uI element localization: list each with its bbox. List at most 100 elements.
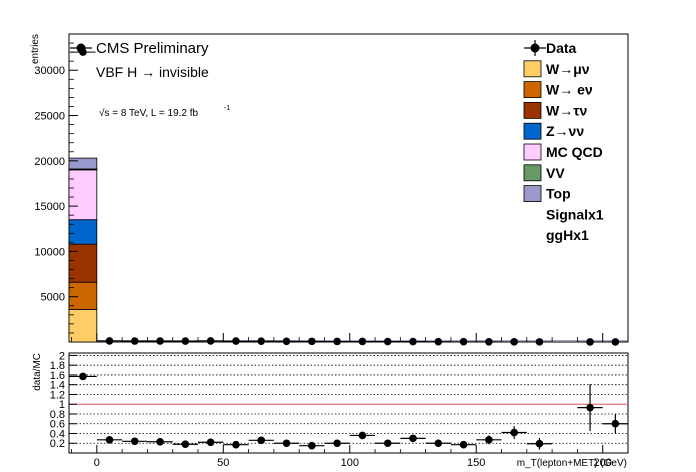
ratio-point-5: [181, 440, 190, 449]
y-tick-label: 25000: [34, 111, 65, 123]
data-point-15: [434, 337, 443, 346]
energy-lumi-label: √s = 8 TeV, L = 19.2 fb: [99, 107, 199, 119]
data-point-10: [308, 337, 316, 346]
data-points-layer: [70, 48, 628, 346]
ratio-y-tick-label: 1.6: [50, 370, 65, 382]
data-point-12: [358, 337, 367, 346]
legend-data-entry-left: [70, 43, 92, 53]
x-tick-label: 200: [594, 457, 612, 469]
y-axis-title: entries: [30, 34, 41, 64]
ratio-points-layer: [69, 372, 628, 450]
legend-label-4: W→τν: [546, 102, 587, 118]
legend-swatch-7: [523, 164, 542, 182]
legend-label-6: MC QCD: [546, 144, 603, 160]
data-point-11: [333, 337, 341, 346]
data-point-2: [105, 337, 114, 345]
ratio-point-7: [232, 440, 240, 449]
y-tick-label: 5000: [41, 292, 65, 304]
data-point-8: [257, 337, 266, 345]
legend-swatch-5: [523, 122, 542, 140]
ratio-point-1: [79, 372, 87, 381]
y-tick-label: 30000: [34, 65, 65, 77]
ratio-axes: 0.20.40.60.811.21.41.61.82 0 50 100 150 200: [50, 350, 629, 469]
ratio-point-17: [485, 436, 493, 444]
stack-segment-5: [68, 169, 98, 221]
ratio-y-tick-label: 1.4: [50, 380, 65, 392]
ratio-y-tick-label: 0.4: [50, 428, 65, 440]
data-point-18: [510, 338, 518, 346]
stack-segment-1: [68, 308, 98, 343]
ratio-point-2: [105, 436, 114, 444]
stack-segment-3: [68, 243, 98, 283]
legend-swatch-3: [523, 81, 542, 98]
ratio-point-4: [156, 437, 164, 446]
ratio-y-tick-label: 2: [59, 350, 65, 362]
stack-segment-4: [68, 219, 98, 245]
ratio-point-10: [308, 441, 316, 450]
ratio-y-tick-label: 1: [59, 399, 65, 411]
ratio-point-20: [586, 403, 594, 412]
legend: Data W→μν W→ eν W→τν Z→νν MC QCD VV Top Signalx1…: [523, 40, 604, 243]
x-axis-title: m_T(lepton+MET) (GeV): [517, 458, 627, 469]
data-point-14: [409, 337, 417, 346]
stack-segment-2: [68, 281, 98, 310]
legend-label-3: W→ eν: [546, 82, 593, 98]
data-point-20: [586, 338, 594, 346]
y-tick-label: 10000: [34, 246, 65, 258]
ratio-y-tick-label: 0.8: [50, 409, 65, 421]
legend-label-2: W→μν: [546, 61, 590, 77]
main-axes: 5000 10000 15000 20000 25000 30000: [34, 42, 629, 342]
data-point-19: [535, 338, 544, 346]
x-tick-label: 0: [94, 457, 100, 469]
ratio-point-11: [333, 439, 341, 448]
x-tick-label: 100: [341, 457, 359, 469]
data-point-9: [282, 337, 291, 346]
data-point-6: [206, 337, 215, 345]
ratio-point-14: [409, 434, 417, 443]
legend-swatch-4: [523, 102, 542, 119]
data-point-4: [156, 337, 164, 345]
legend-data-marker: [76, 43, 86, 53]
legend-swatch-6: [523, 143, 542, 161]
y-tick-label: 20000: [34, 156, 65, 168]
data-point-5: [181, 337, 190, 345]
ratio-plot-panel: 0.20.40.60.811.21.41.61.82 0 50 100 150 200 d…: [32, 350, 629, 469]
legend-swatch-8: [523, 185, 542, 203]
x-tick-label: 50: [217, 457, 229, 469]
data-point-17: [485, 337, 493, 346]
legend-data-marker: [530, 43, 540, 53]
ratio-y-tick-label: 0.2: [50, 438, 65, 450]
ratio-y-tick-label: 1.8: [50, 360, 65, 372]
ratio-point-8: [257, 436, 266, 445]
ratio-y-tick-label: 0.6: [50, 419, 65, 431]
legend-swatch-2: [523, 60, 542, 78]
y-tick-label: 15000: [34, 201, 65, 213]
data-point-3: [130, 337, 139, 345]
stack-segment-7: [68, 157, 98, 170]
energy-lumi-exponent: -1: [224, 105, 230, 112]
legend-label-5: Z→νν: [546, 123, 584, 139]
ratio-point-3: [130, 437, 139, 446]
ratio-point-6: [206, 438, 215, 447]
legend-label-8: Top: [546, 186, 571, 202]
legend-label-7: VV: [546, 165, 565, 181]
cms-preliminary-label: CMS Preliminary: [96, 40, 209, 57]
legend-label-9: Signalx1: [546, 206, 604, 222]
ratio-point-19: [535, 439, 544, 448]
ratio-point-18: [510, 428, 518, 437]
data-point-21: [611, 338, 620, 346]
legend-label-10: ggHx1: [546, 227, 589, 243]
ratio-plot-frame: [68, 352, 629, 454]
x-tick-label: 150: [467, 457, 485, 469]
data-point-16: [459, 337, 468, 346]
ratio-y-axis-title: data/MC: [32, 353, 43, 391]
data-point-7: [232, 337, 240, 345]
ratio-point-12: [358, 431, 367, 440]
data-point-13: [383, 337, 392, 346]
ratio-point-15: [434, 439, 443, 448]
ratio-point-13: [383, 439, 392, 448]
ratio-point-21: [611, 419, 620, 428]
legend-label-1: Data: [546, 40, 577, 56]
